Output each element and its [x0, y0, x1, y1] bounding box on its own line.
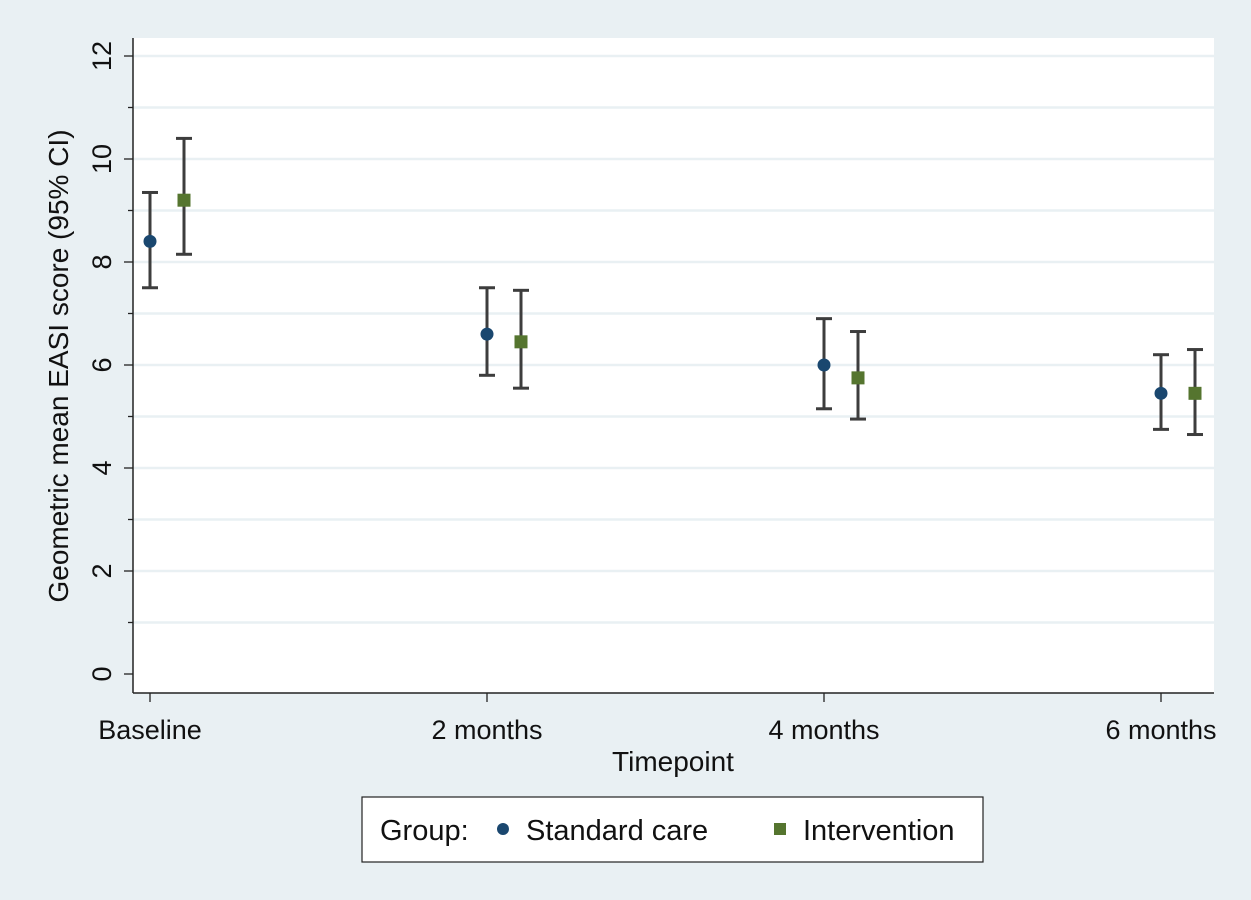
point-intervention [851, 371, 865, 385]
x-tick-label: 6 months [1105, 715, 1216, 745]
legend-title: Group: [380, 815, 469, 847]
x-tick-label: 2 months [431, 715, 542, 745]
x-axis-ticks: Baseline 2 months 4 months 6 months [98, 693, 1217, 745]
point-intervention [514, 335, 528, 349]
y-tick-label: 12 [87, 41, 117, 71]
y-tick-label: 6 [87, 357, 117, 372]
legend-marker-intervention [774, 823, 786, 835]
point-standard-care [143, 234, 157, 248]
point-standard-care [480, 327, 494, 341]
y-tick-label: 4 [87, 460, 117, 475]
y-tick-label: 2 [87, 563, 117, 578]
point-standard-care [817, 358, 831, 372]
y-axis-ticks: 0 2 4 6 8 10 12 [87, 41, 133, 682]
x-tick-label: Baseline [98, 715, 202, 745]
point-intervention [177, 193, 191, 207]
x-tick-label: 4 months [768, 715, 879, 745]
y-tick-label: 0 [87, 666, 117, 681]
point-intervention [1188, 386, 1202, 400]
data-points [143, 193, 1202, 400]
legend-label-intervention: Intervention [803, 815, 955, 847]
y-tick-label: 10 [87, 144, 117, 174]
x-axis-title: Timepoint [612, 746, 734, 777]
point-standard-care [1154, 386, 1168, 400]
grid-lines [133, 54, 1214, 624]
legend-marker-standard-care [497, 823, 509, 835]
legend-label-standard-care: Standard care [526, 815, 708, 847]
legend-box [361, 796, 984, 863]
y-tick-label: 8 [87, 254, 117, 269]
y-axis-title: Geometric mean EASI score (95% CI) [43, 129, 74, 602]
legend: Group: Standard care Intervention [361, 796, 984, 863]
